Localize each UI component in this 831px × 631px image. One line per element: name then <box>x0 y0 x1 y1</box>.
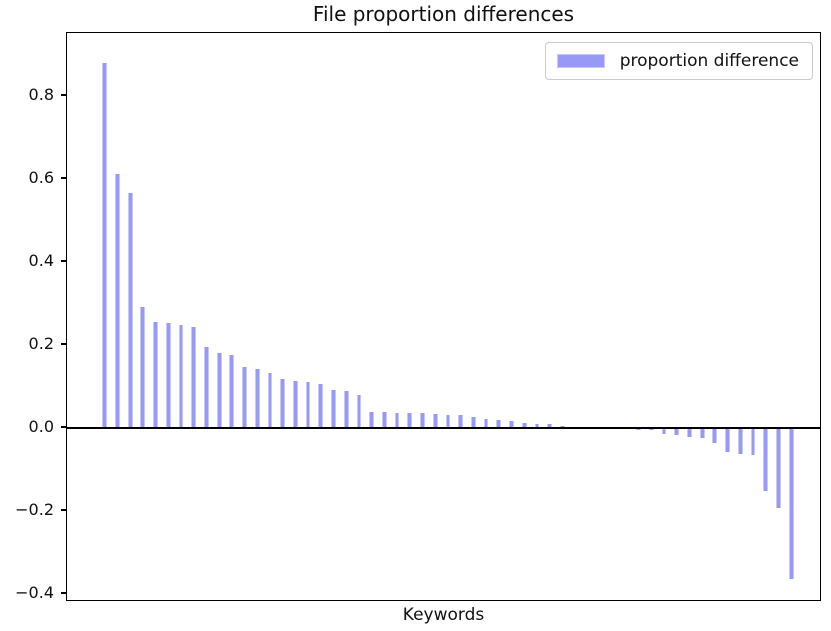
bar <box>229 354 235 429</box>
bar <box>712 429 718 443</box>
bar <box>203 346 209 429</box>
bar <box>216 352 222 429</box>
bar <box>343 390 349 429</box>
y-tick-mark <box>61 177 66 179</box>
bar <box>547 424 553 429</box>
y-tick-mark <box>61 426 66 428</box>
bar <box>496 420 502 429</box>
chart-title: File proportion differences <box>312 2 575 26</box>
bar <box>737 429 743 454</box>
bar <box>242 367 247 429</box>
bar <box>369 411 375 429</box>
legend-label: proportion difference <box>619 51 799 71</box>
bar <box>699 429 705 439</box>
bar <box>318 383 324 429</box>
y-tick-mark <box>61 343 66 345</box>
y-tick-label: 0.8 <box>28 84 54 104</box>
bar <box>381 412 387 429</box>
y-tick-mark <box>61 93 66 96</box>
bar <box>509 421 514 429</box>
bar <box>470 416 476 429</box>
bar <box>267 372 273 429</box>
bar <box>292 380 298 429</box>
bar <box>420 413 425 429</box>
y-tick-mark <box>61 592 66 595</box>
legend-swatch <box>556 54 605 68</box>
bar <box>153 322 158 429</box>
bar <box>432 413 438 429</box>
bar <box>191 327 197 429</box>
bar <box>165 323 171 429</box>
bar <box>750 429 756 455</box>
y-tick-label: −0.2 <box>15 500 54 520</box>
bar <box>115 173 120 429</box>
y-tick-label: 0.6 <box>28 167 54 187</box>
bar <box>725 429 730 452</box>
legend: proportion difference <box>544 42 813 80</box>
y-tick-label: 0.0 <box>28 417 54 437</box>
bar <box>483 418 489 429</box>
bar <box>521 422 527 429</box>
bar <box>776 429 781 509</box>
bar <box>280 379 286 429</box>
bar <box>254 369 260 429</box>
bar <box>687 429 692 438</box>
bar <box>445 414 451 429</box>
y-tick-label: 0.2 <box>28 334 54 354</box>
bar <box>674 429 680 435</box>
y-tick-label: 0.4 <box>28 250 54 270</box>
bar <box>788 429 794 579</box>
bar <box>356 395 362 429</box>
plot-area: proportion difference <box>66 32 821 601</box>
bar <box>394 412 400 429</box>
bar <box>178 324 184 429</box>
bar <box>140 306 146 429</box>
bar <box>458 415 464 429</box>
y-tick-label: −0.4 <box>15 583 54 603</box>
bar <box>534 423 540 429</box>
zero-line <box>67 426 820 430</box>
bar <box>305 382 311 429</box>
y-tick-mark <box>61 260 66 262</box>
bar <box>648 429 654 431</box>
y-tick-mark <box>61 509 66 512</box>
bar <box>407 412 413 429</box>
bar <box>661 429 667 434</box>
bar <box>127 192 133 429</box>
bar <box>102 62 108 429</box>
x-axis-label: Keywords <box>402 605 485 625</box>
bar <box>763 429 769 491</box>
bar <box>331 389 336 429</box>
